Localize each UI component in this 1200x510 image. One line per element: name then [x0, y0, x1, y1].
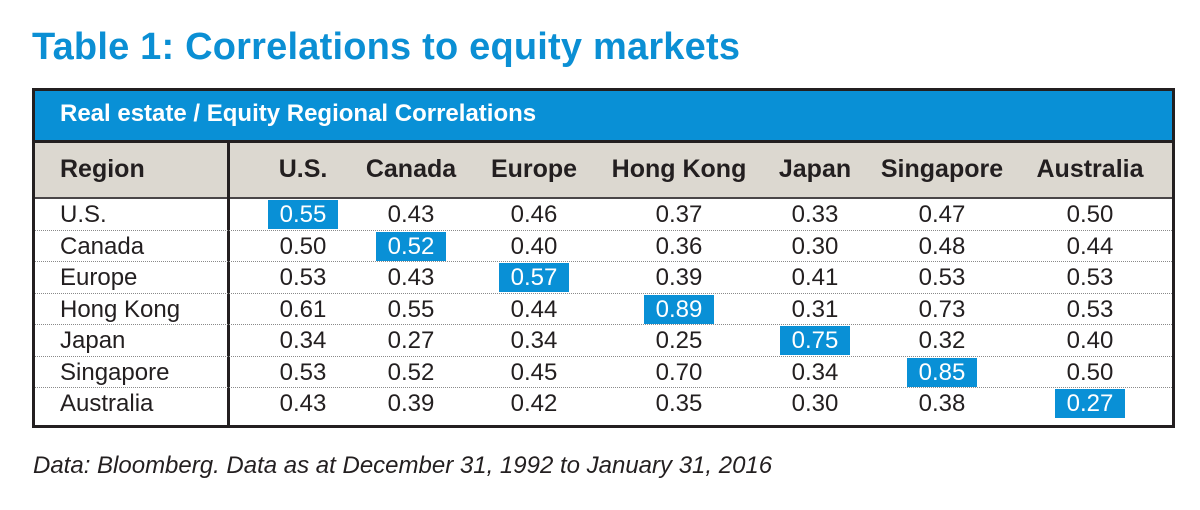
table-cell: 0.55 — [387, 295, 435, 323]
table-cell: 0.39 — [387, 390, 435, 417]
table-header-row: Region U.S. Canada Europe Hong Kong Japa… — [35, 143, 1172, 199]
row-label: Japan — [60, 327, 126, 354]
table-cell: 0.40 — [510, 232, 558, 260]
column-divider — [227, 143, 230, 425]
table-cell: 0.61 — [279, 295, 327, 323]
table-row: Singapore 0.53 0.52 0.45 0.70 0.34 0.85 0.50 — [35, 357, 1172, 389]
table-cell: 0.53 — [1066, 295, 1114, 323]
table-row: U.S. 0.55 0.43 0.46 0.37 0.33 0.47 0.50 — [35, 199, 1172, 231]
table-cell: 0.42 — [510, 390, 558, 417]
table-row: Australia 0.43 0.39 0.42 0.35 0.30 0.38 0.27 — [35, 388, 1172, 420]
highlighted-cell: 0.57 — [499, 263, 569, 292]
table-cell: 0.34 — [791, 358, 839, 386]
table-row: Hong Kong 0.61 0.55 0.44 0.89 0.31 0.73 0.53 — [35, 294, 1172, 326]
header-col-japan: Japan — [778, 155, 852, 183]
row-label: Hong Kong — [60, 295, 181, 323]
table-cell: 0.70 — [655, 358, 703, 386]
table-cell: 0.30 — [791, 232, 839, 260]
table-cell: 0.43 — [387, 264, 435, 291]
table-cell: 0.31 — [791, 295, 839, 323]
highlighted-cell: 0.75 — [780, 326, 850, 355]
table-row: Japan 0.34 0.27 0.34 0.25 0.75 0.32 0.40 — [35, 325, 1172, 357]
table-cell: 0.37 — [655, 201, 703, 228]
row-label: Canada — [60, 232, 145, 260]
row-label: Europe — [60, 264, 138, 291]
table-cell: 0.40 — [1066, 327, 1114, 354]
page-title: Table 1: Correlations to equity markets — [32, 26, 741, 68]
table-cell: 0.46 — [510, 201, 558, 228]
table-caption-band: Real estate / Equity Regional Correlatio… — [35, 91, 1172, 143]
table-cell: 0.34 — [279, 327, 327, 354]
header-col-hong-kong: Hong Kong — [611, 155, 747, 183]
header-col-australia: Australia — [1036, 155, 1144, 183]
header-col-us: U.S. — [278, 155, 328, 183]
table-cell: 0.32 — [918, 327, 966, 354]
table-cell: 0.39 — [655, 264, 703, 291]
table-cell: 0.50 — [1066, 358, 1114, 386]
table-cell: 0.44 — [1066, 232, 1114, 260]
table-row: Europe 0.53 0.43 0.57 0.39 0.41 0.53 0.53 — [35, 262, 1172, 294]
header-col-singapore: Singapore — [880, 155, 1004, 183]
row-label: Singapore — [60, 358, 170, 386]
table-cell: 0.33 — [791, 201, 839, 228]
table-cell: 0.53 — [1066, 264, 1114, 291]
table-cell: 0.47 — [918, 201, 966, 228]
table-cell: 0.34 — [510, 327, 558, 354]
table-cell: 0.35 — [655, 390, 703, 417]
table-cell: 0.73 — [918, 295, 966, 323]
table-cell: 0.36 — [655, 232, 703, 260]
table-cell: 0.43 — [387, 201, 435, 228]
table-cell: 0.50 — [1066, 201, 1114, 228]
highlighted-cell: 0.27 — [1055, 389, 1125, 418]
table-cell: 0.41 — [791, 264, 839, 291]
highlighted-cell: 0.55 — [268, 200, 338, 229]
table-caption: Real estate / Equity Regional Correlatio… — [60, 100, 537, 127]
table-cell: 0.38 — [918, 390, 966, 417]
table-cell: 0.50 — [279, 232, 327, 260]
header-col-europe: Europe — [490, 155, 578, 183]
highlighted-cell: 0.89 — [644, 294, 714, 324]
footnote: Data: Bloomberg. Data as at December 31,… — [33, 452, 773, 479]
table-cell: 0.53 — [279, 358, 327, 386]
row-label: U.S. — [60, 201, 107, 228]
table-cell: 0.44 — [510, 295, 558, 323]
table-cell: 0.52 — [387, 358, 435, 386]
row-label: Australia — [60, 390, 154, 417]
table-cell: 0.25 — [655, 327, 703, 354]
table-cell: 0.53 — [279, 264, 327, 291]
table-cell: 0.48 — [918, 232, 966, 260]
table-cell: 0.45 — [510, 358, 558, 386]
header-region: Region — [60, 155, 145, 183]
header-col-canada: Canada — [365, 155, 457, 183]
correlation-table: Real estate / Equity Regional Correlatio… — [32, 88, 1175, 428]
table-cell: 0.27 — [387, 327, 435, 354]
table-cell: 0.53 — [918, 264, 966, 291]
highlighted-cell: 0.52 — [376, 231, 446, 261]
table-cell: 0.30 — [791, 390, 839, 417]
highlighted-cell: 0.85 — [907, 357, 977, 387]
table-cell: 0.43 — [279, 390, 327, 417]
table-row: Canada 0.50 0.52 0.40 0.36 0.30 0.48 0.44 — [35, 231, 1172, 263]
